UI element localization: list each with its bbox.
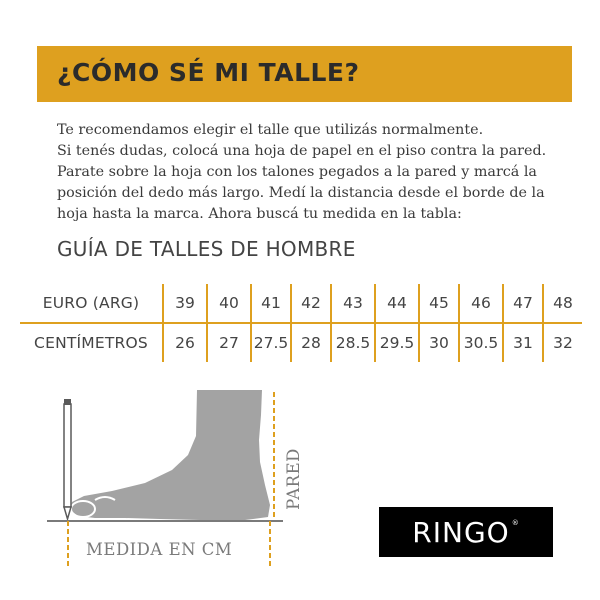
table-row-cm: CENTÍMETROS 26 27 27.5 28 28.5 29.5 30 3… xyxy=(20,323,582,362)
table-cell: 40 xyxy=(206,284,251,324)
table-cell: 48 xyxy=(542,284,582,324)
foot-measure-illustration xyxy=(47,390,283,568)
table-cell: 43 xyxy=(330,284,375,324)
intro-line: Si tenés dudas, colocá una hoja de papel… xyxy=(57,143,547,159)
table-cell: 30 xyxy=(418,323,459,362)
title-banner: ¿CÓMO SÉ MI TALLE? xyxy=(37,46,572,102)
size-guide-title: GUÍA DE TALLES DE HOMBRE xyxy=(57,237,356,261)
pencil-icon xyxy=(63,399,72,522)
table-cell: 45 xyxy=(418,284,459,324)
registered-mark: ® xyxy=(511,519,520,527)
wall-label: PARED xyxy=(283,448,303,510)
intro-line: posición del dedo más largo. Medí la dis… xyxy=(57,185,545,201)
brand-logo: RINGO ® xyxy=(379,507,553,557)
intro-line: Te recomendamos elegir el talle que util… xyxy=(57,122,484,138)
measure-label: MEDIDA EN CM xyxy=(86,540,233,559)
row-label-cm: CENTÍMETROS xyxy=(34,334,148,352)
table-row-euro: EURO (ARG) 39 40 41 42 43 44 45 46 47 48 xyxy=(20,284,582,324)
table-cell: 30.5 xyxy=(458,323,503,362)
table-cell: 28.5 xyxy=(330,323,375,362)
table-cell: 28 xyxy=(290,323,331,362)
table-cell: 41 xyxy=(250,284,291,324)
table-cell: 32 xyxy=(542,323,582,362)
intro-line: hoja hasta la marca. Ahora buscá tu medi… xyxy=(57,206,462,222)
foot-icon xyxy=(70,390,270,520)
table-cell: 47 xyxy=(502,284,543,324)
row-label-euro: EURO (ARG) xyxy=(20,284,163,324)
toe-icon xyxy=(94,496,116,501)
intro-text: Te recomendamos elegir el talle que util… xyxy=(57,120,577,225)
size-table: EURO (ARG) 39 40 41 42 43 44 45 46 47 48… xyxy=(20,284,582,362)
intro-line: Parate sobre la hoja con los talones peg… xyxy=(57,164,537,180)
table-cell: 39 xyxy=(162,284,207,324)
table-cell: 27 xyxy=(206,323,251,362)
table-cell: 29.5 xyxy=(374,323,419,362)
table-cell: 42 xyxy=(290,284,331,324)
page-title: ¿CÓMO SÉ MI TALLE? xyxy=(57,58,360,87)
table-cell: 31 xyxy=(502,323,543,362)
brand-logo-text: RINGO xyxy=(412,515,510,549)
table-cell: 44 xyxy=(374,284,419,324)
table-cell: 46 xyxy=(458,284,503,324)
table-cell: 26 xyxy=(162,323,207,362)
table-cell: 27.5 xyxy=(250,323,291,362)
